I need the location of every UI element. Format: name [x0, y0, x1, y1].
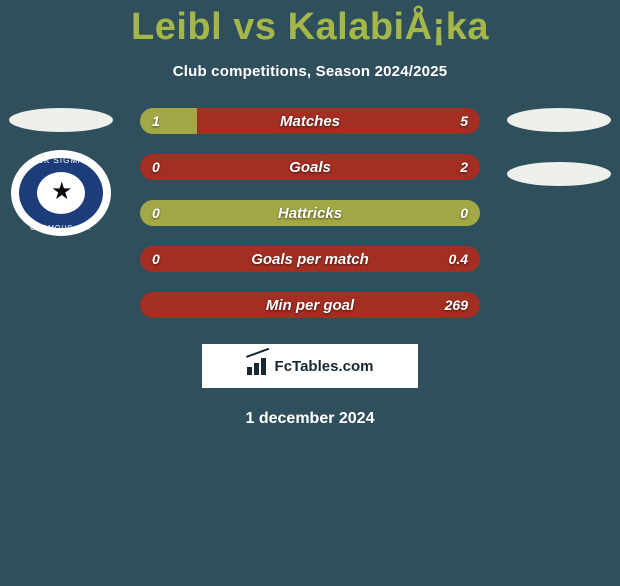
bar-value-right: 0.4	[449, 246, 468, 272]
bar-value-right: 269	[445, 292, 468, 318]
bar-value-left: 0	[152, 246, 160, 272]
bar-value-right: 2	[460, 154, 468, 180]
badge-text-top: SK SIGMA	[11, 156, 111, 165]
date-text: 1 december 2024	[0, 410, 620, 428]
stat-bar: Matches15	[140, 108, 480, 134]
bar-segment-right	[140, 246, 480, 272]
bar-value-left: 0	[152, 154, 160, 180]
stat-bar: Goals per match00.4	[140, 246, 480, 272]
right-player-oval-bottom	[507, 162, 611, 186]
badge-star-icon: ★	[51, 180, 73, 204]
bar-segment-left	[140, 200, 480, 226]
brand-box[interactable]: FcTables.com	[202, 344, 418, 388]
badge-text-bottom: OLOMOUC a.s.	[11, 225, 111, 232]
bar-value-right: 0	[460, 200, 468, 226]
stat-bar: Hattricks00	[140, 200, 480, 226]
page-title: Leibl vs KalabiÅ¡ka	[0, 6, 620, 49]
right-column	[504, 108, 614, 186]
bar-chart-icon	[247, 357, 269, 375]
bar-value-left: 1	[152, 108, 160, 134]
bar-value-right: 5	[460, 108, 468, 134]
bar-segment-right	[140, 292, 480, 318]
brand-text: FcTables.com	[275, 358, 374, 375]
bar-segment-left	[140, 108, 197, 134]
left-column: SK SIGMA ★ OLOMOUC a.s.	[6, 108, 116, 236]
content-area: SK SIGMA ★ OLOMOUC a.s. Matches15Goals02…	[0, 108, 620, 428]
bar-segment-right	[197, 108, 480, 134]
left-club-badge: SK SIGMA ★ OLOMOUC a.s.	[11, 150, 111, 236]
right-player-oval-top	[507, 108, 611, 132]
bar-value-left: 0	[152, 200, 160, 226]
stat-bar: Goals02	[140, 154, 480, 180]
stat-bar: Min per goal269	[140, 292, 480, 318]
subtitle: Club competitions, Season 2024/2025	[0, 63, 620, 80]
bar-segment-right	[140, 154, 480, 180]
left-player-oval-top	[9, 108, 113, 132]
stat-bars: Matches15Goals02Hattricks00Goals per mat…	[140, 108, 480, 318]
